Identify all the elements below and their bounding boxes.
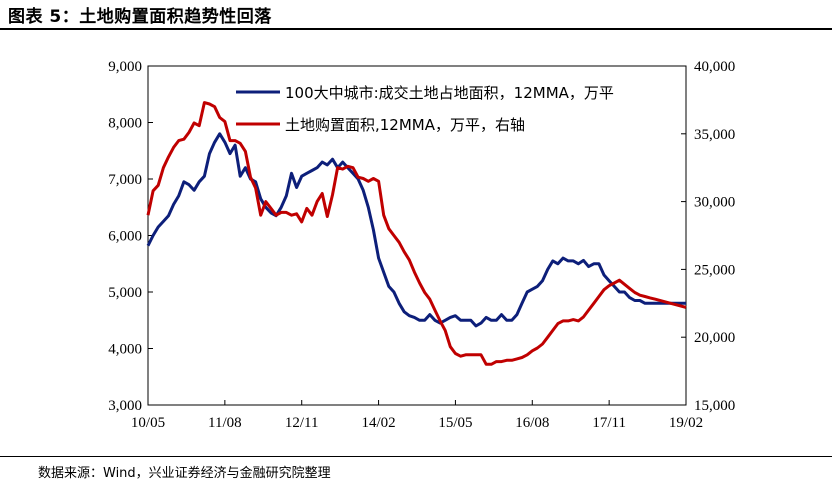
x-tick-label: 12/11 (285, 415, 319, 431)
chart-title: 图表 5：土地购置面积趋势性回落 (8, 7, 272, 27)
x-tick-label: 14/02 (361, 415, 395, 431)
series-line-100-cities-land-area (146, 132, 686, 328)
x-tick-label: 10/05 (131, 415, 165, 431)
footer-rule (0, 456, 832, 457)
y-right-tick-label: 20,000 (694, 330, 735, 346)
source-note: 数据来源：Wind，兴业证券经济与金融研究院整理 (38, 466, 331, 481)
legend: 100大中城市:成交土地占地面积，12MMA，万平土地购置面积,12MMA，万平… (236, 84, 614, 134)
y-left-tick-label: 5,000 (108, 285, 142, 301)
legend-label: 土地购置面积,12MMA，万平，右轴 (285, 116, 525, 134)
axes: 3,000 4,000 5,000 6,000 7,000 8,000 9,000 15,00… (108, 59, 735, 431)
x-tick-label: 11/08 (208, 415, 242, 431)
title-rule (0, 28, 832, 30)
y-left-tick-label: 9,000 (108, 59, 142, 75)
x-tick-label: 19/02 (669, 415, 703, 431)
legend-label: 100大中城市:成交土地占地面积，12MMA，万平 (285, 84, 614, 102)
series-line-land-purchase-area (146, 101, 687, 366)
x-tick-label: 16/08 (515, 415, 549, 431)
y-left-tick-label: 6,000 (108, 229, 142, 245)
x-tick-label: 15/05 (438, 415, 472, 431)
y-right-tick-label: 15,000 (694, 398, 735, 414)
series-lines (146, 101, 687, 366)
x-tick-label: 17/11 (592, 415, 626, 431)
y-left-tick-label: 8,000 (108, 116, 142, 132)
y-right-tick-label: 40,000 (694, 59, 735, 75)
y-left-tick-label: 3,000 (108, 398, 142, 414)
y-right-tick-label: 35,000 (694, 127, 735, 143)
y-right-tick-label: 30,000 (694, 195, 735, 211)
y-left-tick-label: 4,000 (108, 342, 142, 358)
y-left-tick-label: 7,000 (108, 172, 142, 188)
y-right-tick-label: 25,000 (694, 262, 735, 278)
